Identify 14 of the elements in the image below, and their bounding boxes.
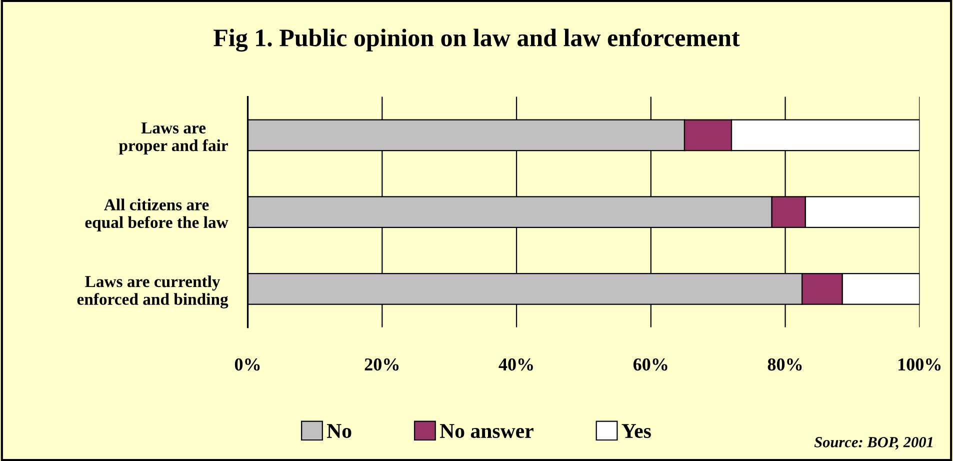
x-tick-label: 0% bbox=[234, 358, 260, 371]
legend-label: Yes bbox=[622, 424, 651, 438]
chart-title: Fig 1. Public opinion on law and law enforcement bbox=[214, 28, 740, 52]
y-tick-label: All citizens are equal before the law bbox=[85, 198, 228, 232]
source-note: Source: BOP, 2001 bbox=[814, 437, 932, 450]
legend-label: No bbox=[326, 424, 352, 438]
x-tick-label: 100% bbox=[898, 358, 941, 371]
y-tick-label: Laws are currently enforced and binding bbox=[77, 275, 228, 308]
x-tick-label: 20% bbox=[364, 358, 399, 371]
y-tick-label: Laws are proper and fair bbox=[118, 122, 228, 155]
x-tick-label: 60% bbox=[633, 358, 668, 371]
x-tick-label: 40% bbox=[498, 358, 533, 371]
x-tick-label: 80% bbox=[768, 358, 802, 371]
legend-label: No answer bbox=[440, 424, 534, 438]
